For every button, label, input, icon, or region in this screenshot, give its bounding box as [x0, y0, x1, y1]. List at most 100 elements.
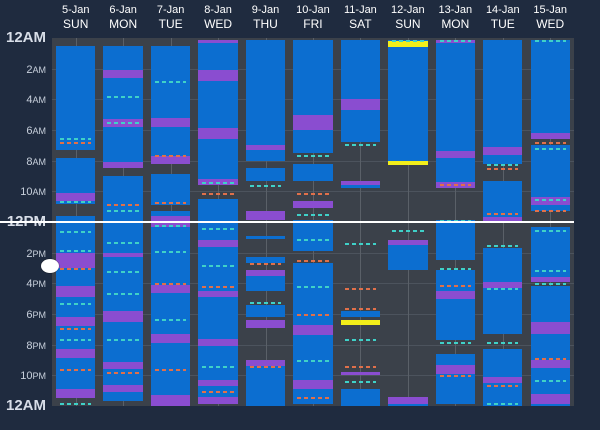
- activity-block[interactable]: [245, 168, 286, 181]
- event-band[interactable]: [198, 291, 238, 298]
- day-column[interactable]: [289, 38, 336, 406]
- timeline-grid[interactable]: [0, 38, 574, 406]
- activity-block[interactable]: [293, 220, 333, 252]
- event-band[interactable]: [103, 252, 143, 258]
- event-band[interactable]: [340, 180, 381, 186]
- activity-block[interactable]: [435, 220, 476, 261]
- day-header[interactable]: 5-Jan SUN: [52, 4, 99, 32]
- event-band[interactable]: [293, 200, 333, 209]
- activity-block[interactable]: [293, 163, 333, 181]
- event-band[interactable]: [56, 389, 96, 399]
- activity-block[interactable]: [435, 269, 476, 341]
- event-band[interactable]: [150, 284, 191, 293]
- activity-block[interactable]: [340, 389, 381, 406]
- event-band[interactable]: [103, 361, 143, 370]
- event-band[interactable]: [198, 396, 238, 405]
- activity-block[interactable]: [483, 39, 523, 164]
- event-band[interactable]: [56, 192, 96, 201]
- day-header[interactable]: 7-Jan TUE: [147, 4, 194, 32]
- time-scrubber-handle[interactable]: [41, 259, 59, 274]
- event-band[interactable]: [530, 197, 570, 206]
- day-column[interactable]: [194, 38, 241, 406]
- event-band[interactable]: [103, 162, 143, 169]
- event-band[interactable]: [483, 376, 523, 383]
- event-band[interactable]: [340, 99, 381, 111]
- event-band[interactable]: [530, 133, 570, 140]
- event-band[interactable]: [198, 240, 238, 247]
- event-band[interactable]: [56, 317, 96, 327]
- activity-block[interactable]: [293, 39, 333, 153]
- event-band[interactable]: [150, 156, 191, 164]
- event-band[interactable]: [245, 360, 286, 367]
- event-band[interactable]: [150, 333, 191, 344]
- day-column[interactable]: [99, 38, 146, 406]
- activity-block[interactable]: [245, 257, 286, 264]
- day-column[interactable]: [479, 38, 526, 406]
- activity-block[interactable]: [198, 39, 238, 186]
- day-header[interactable]: 15-Jan WED: [527, 4, 574, 32]
- day-header[interactable]: 11-Jan SAT: [337, 4, 384, 32]
- event-band[interactable]: [435, 364, 476, 374]
- event-band[interactable]: [245, 211, 286, 221]
- activity-block[interactable]: [435, 353, 476, 405]
- event-band[interactable]: [293, 324, 333, 336]
- activity-block[interactable]: [340, 182, 381, 189]
- event-band[interactable]: [245, 145, 286, 150]
- day-column[interactable]: [242, 38, 289, 406]
- day-column[interactable]: [337, 38, 384, 406]
- event-band[interactable]: [435, 151, 476, 158]
- event-band[interactable]: [435, 291, 476, 299]
- event-band[interactable]: [483, 146, 523, 155]
- activity-block[interactable]: [245, 304, 286, 318]
- activity-block[interactable]: [483, 248, 523, 334]
- activity-block[interactable]: [388, 39, 428, 166]
- event-band[interactable]: [388, 240, 428, 245]
- activity-block[interactable]: [340, 310, 381, 318]
- event-band[interactable]: [56, 286, 96, 298]
- event-band[interactable]: [530, 321, 570, 334]
- event-band[interactable]: [483, 217, 523, 222]
- highlight-band[interactable]: [388, 160, 428, 166]
- event-band[interactable]: [198, 379, 238, 387]
- event-band[interactable]: [340, 372, 381, 376]
- activity-block[interactable]: [530, 226, 570, 282]
- event-band[interactable]: [103, 70, 143, 78]
- activity-block[interactable]: [245, 235, 286, 239]
- day-header[interactable]: 6-Jan MON: [99, 4, 146, 32]
- activity-block[interactable]: [198, 199, 238, 405]
- day-header[interactable]: 8-Jan WED: [194, 4, 241, 32]
- event-band[interactable]: [103, 310, 143, 322]
- day-header[interactable]: 13-Jan MON: [432, 4, 479, 32]
- activity-block[interactable]: [150, 211, 191, 405]
- event-band[interactable]: [198, 128, 238, 140]
- event-band[interactable]: [56, 252, 96, 268]
- activity-block[interactable]: [245, 272, 286, 291]
- highlight-band[interactable]: [340, 320, 381, 325]
- activity-block[interactable]: [56, 215, 96, 399]
- event-band[interactable]: [530, 393, 570, 405]
- activity-block[interactable]: [340, 39, 381, 143]
- activity-block[interactable]: [245, 39, 286, 161]
- activity-block[interactable]: [435, 39, 476, 186]
- event-band[interactable]: [150, 395, 191, 406]
- event-band[interactable]: [530, 277, 570, 282]
- event-band[interactable]: [198, 70, 238, 81]
- activity-block[interactable]: [530, 39, 570, 134]
- event-band[interactable]: [198, 338, 238, 347]
- activity-block[interactable]: [56, 45, 96, 150]
- day-header[interactable]: 12-Jan SUN: [384, 4, 431, 32]
- event-band[interactable]: [245, 320, 286, 328]
- activity-block[interactable]: [150, 174, 191, 206]
- day-column[interactable]: [52, 38, 99, 406]
- event-band[interactable]: [293, 114, 333, 130]
- event-band[interactable]: [245, 269, 286, 276]
- day-column[interactable]: [147, 38, 194, 406]
- activity-block[interactable]: [103, 45, 143, 166]
- activity-block[interactable]: [245, 361, 286, 406]
- event-band[interactable]: [388, 396, 428, 405]
- highlight-band[interactable]: [388, 41, 428, 48]
- event-band[interactable]: [293, 379, 333, 390]
- day-column[interactable]: [527, 38, 574, 406]
- activity-block[interactable]: [150, 45, 191, 164]
- event-band[interactable]: [530, 360, 570, 368]
